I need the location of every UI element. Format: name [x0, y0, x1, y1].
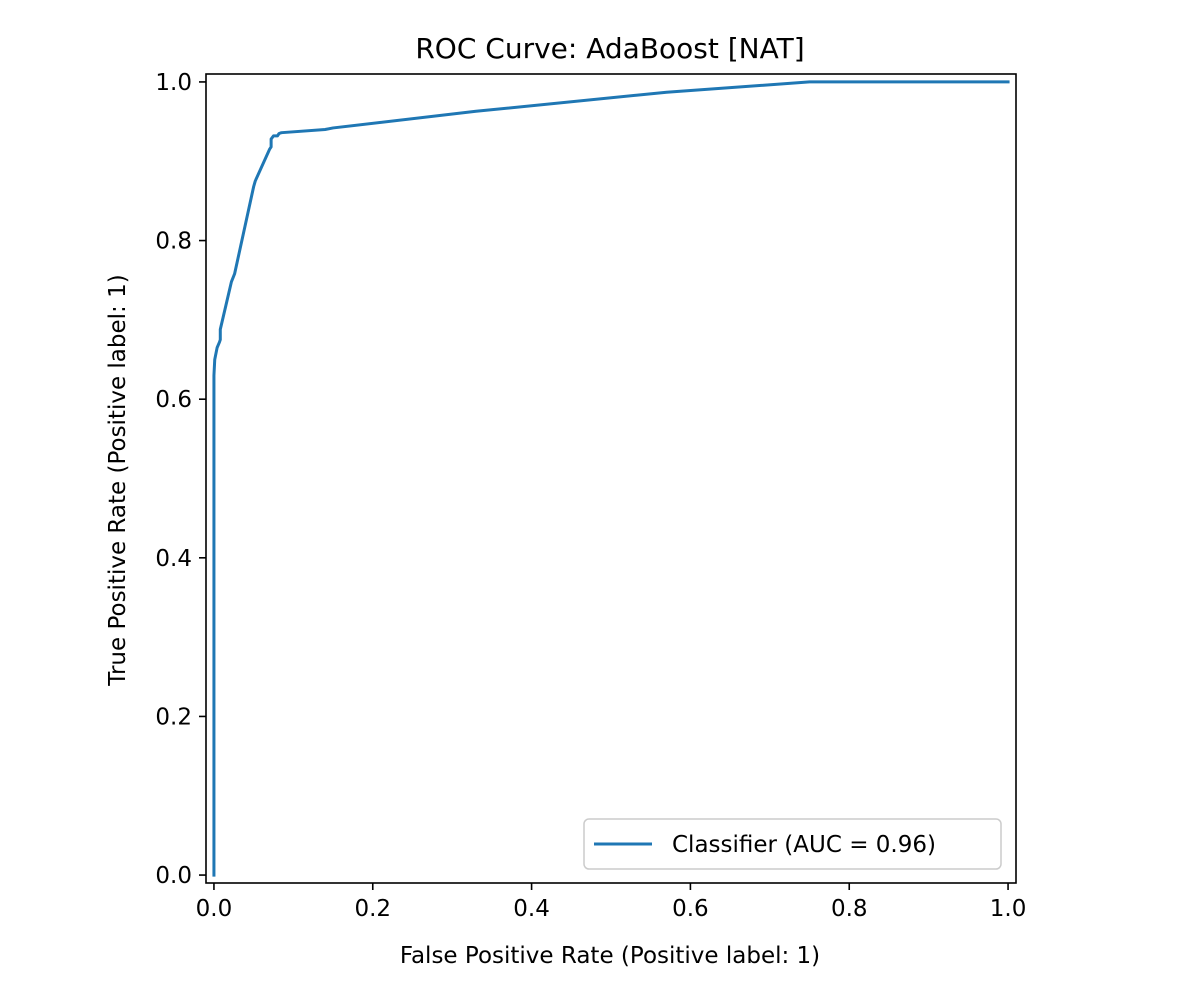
- x-axis-label: False Positive Rate (Positive label: 1): [400, 943, 820, 969]
- x-tick-label: 0.8: [831, 896, 868, 922]
- y-tick-label: 0.8: [155, 229, 192, 255]
- y-tick-label: 0.2: [155, 704, 192, 730]
- x-tick-label: 0.0: [196, 896, 233, 922]
- plot-area: 0.0 0.2 0.4 0.6 0.8 1.0 0.0 0.2 0.4 0.6 0.8 1.0: [155, 70, 1026, 922]
- y-tick-label: 0.6: [155, 387, 192, 413]
- x-tick-label: 0.2: [354, 896, 391, 922]
- legend-label: Classifier (AUC = 0.96): [672, 832, 936, 858]
- chart-title: ROC Curve: AdaBoost [NAT]: [415, 32, 804, 65]
- y-tick-label: 1.0: [155, 70, 192, 96]
- x-tick-label: 0.4: [513, 896, 550, 922]
- roc-curve-line-0: [212, 80, 1010, 877]
- y-tick-label: 0.0: [155, 863, 192, 889]
- legend-frame: [583, 818, 1002, 870]
- x-tick-label: 0.6: [672, 896, 709, 922]
- y-axis-label: True Positive Rate (Positive label: 1): [105, 274, 131, 686]
- axes-frame: [205, 73, 1017, 884]
- legend: Classifier (AUC = 0.96): [583, 818, 1002, 870]
- x-tick-label: 1.0: [990, 896, 1027, 922]
- y-tick-label: 0.4: [155, 546, 192, 572]
